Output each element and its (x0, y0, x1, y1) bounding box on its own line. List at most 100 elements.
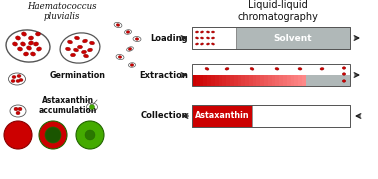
Bar (253, 75, 256, 86)
Bar (294, 75, 298, 86)
Ellipse shape (126, 31, 130, 33)
Ellipse shape (129, 63, 135, 67)
Circle shape (85, 130, 95, 140)
Ellipse shape (82, 50, 87, 54)
Ellipse shape (135, 38, 139, 40)
Ellipse shape (342, 80, 346, 82)
Ellipse shape (26, 46, 31, 50)
Bar (287, 75, 291, 86)
Ellipse shape (15, 36, 20, 40)
Bar (298, 75, 302, 86)
Ellipse shape (90, 41, 94, 45)
Circle shape (4, 121, 32, 149)
Ellipse shape (133, 37, 141, 42)
Circle shape (90, 105, 94, 110)
Text: Extraction: Extraction (139, 71, 188, 79)
Bar (207, 75, 211, 86)
Ellipse shape (17, 47, 23, 51)
Ellipse shape (116, 54, 124, 60)
Ellipse shape (206, 43, 209, 45)
Ellipse shape (82, 39, 87, 43)
Bar (192, 64, 350, 86)
Ellipse shape (8, 73, 25, 85)
Bar (192, 64, 350, 75)
Circle shape (45, 127, 61, 143)
Ellipse shape (10, 105, 26, 117)
Bar (230, 75, 234, 86)
Bar (241, 75, 245, 86)
Ellipse shape (18, 107, 22, 111)
Bar (268, 75, 272, 86)
Text: Solvent: Solvent (274, 33, 313, 42)
Bar (252, 105, 350, 127)
Ellipse shape (195, 31, 198, 33)
Ellipse shape (12, 76, 16, 79)
Ellipse shape (200, 43, 203, 45)
Ellipse shape (16, 111, 20, 115)
Text: Astaxanthin: Astaxanthin (195, 112, 249, 120)
Ellipse shape (212, 43, 214, 45)
Bar (291, 75, 294, 86)
Ellipse shape (71, 53, 76, 57)
Ellipse shape (200, 31, 203, 33)
Bar (192, 105, 252, 127)
Ellipse shape (74, 36, 79, 40)
Ellipse shape (205, 67, 209, 70)
Ellipse shape (116, 24, 120, 26)
Bar (226, 75, 230, 86)
Ellipse shape (88, 48, 93, 52)
Ellipse shape (28, 36, 34, 40)
Ellipse shape (250, 68, 254, 70)
Ellipse shape (12, 42, 17, 46)
Bar (222, 75, 226, 86)
Bar (237, 75, 241, 86)
Bar (256, 75, 260, 86)
Bar (302, 75, 306, 86)
Ellipse shape (87, 103, 98, 111)
Text: Loading: Loading (150, 33, 188, 42)
Bar (211, 75, 215, 86)
Ellipse shape (65, 47, 70, 51)
Bar (236, 27, 350, 49)
Bar (218, 75, 222, 86)
Bar (215, 75, 218, 86)
Ellipse shape (320, 68, 324, 70)
Text: Liquid-liquid
chromatography: Liquid-liquid chromatography (237, 0, 318, 22)
Ellipse shape (22, 32, 26, 36)
Ellipse shape (84, 54, 88, 58)
Bar (245, 75, 249, 86)
Bar (200, 75, 203, 86)
Ellipse shape (14, 107, 18, 111)
Ellipse shape (206, 37, 209, 39)
Ellipse shape (206, 31, 209, 33)
Ellipse shape (6, 30, 50, 62)
Ellipse shape (114, 22, 122, 28)
Ellipse shape (225, 67, 229, 70)
Ellipse shape (195, 37, 198, 39)
Ellipse shape (195, 43, 198, 45)
Bar (249, 75, 253, 86)
Text: Germination: Germination (50, 71, 106, 80)
Ellipse shape (298, 68, 302, 70)
Bar (306, 75, 350, 86)
Bar (192, 27, 350, 49)
Ellipse shape (29, 41, 33, 45)
Bar (264, 75, 268, 86)
Circle shape (39, 121, 67, 149)
Ellipse shape (16, 79, 20, 83)
Ellipse shape (11, 79, 15, 83)
Bar (283, 75, 287, 86)
Ellipse shape (275, 68, 279, 70)
Ellipse shape (17, 74, 21, 78)
Ellipse shape (342, 67, 346, 69)
Text: Haematococcus
pluvialis: Haematococcus pluvialis (27, 2, 97, 21)
Ellipse shape (34, 42, 39, 46)
Bar (203, 75, 207, 86)
Ellipse shape (124, 30, 132, 34)
Ellipse shape (118, 56, 122, 58)
Ellipse shape (77, 45, 82, 49)
Ellipse shape (212, 37, 214, 39)
Ellipse shape (200, 37, 203, 39)
Ellipse shape (31, 52, 36, 56)
Ellipse shape (20, 42, 25, 46)
